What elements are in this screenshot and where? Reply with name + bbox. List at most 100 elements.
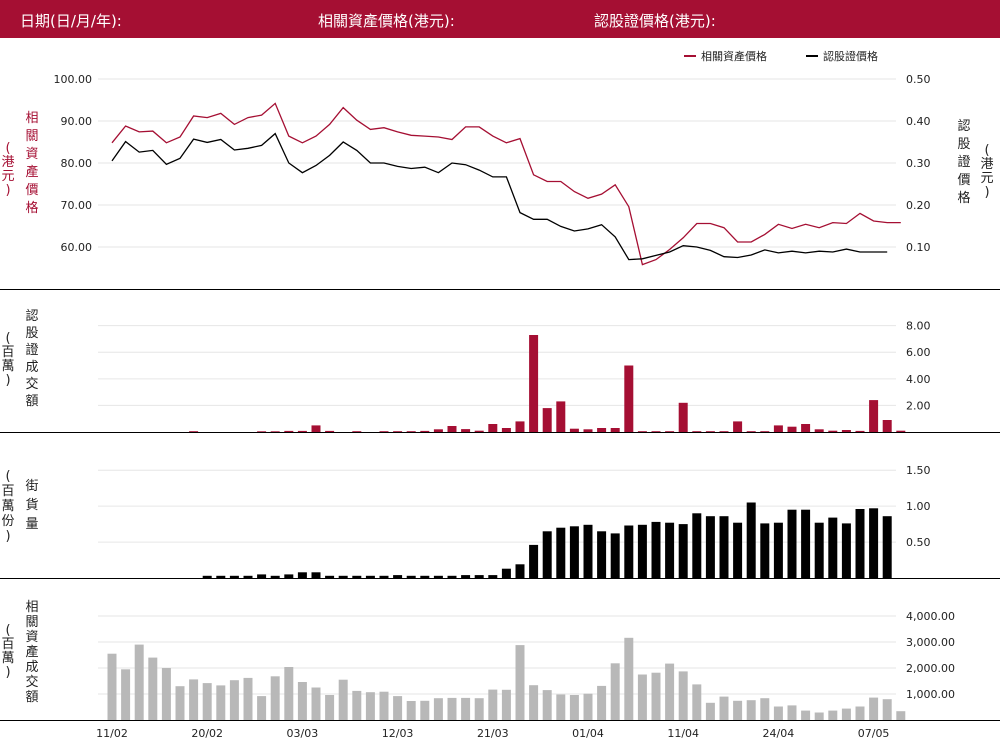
bar-asset-turnover <box>678 671 688 720</box>
bar-asset-turnover <box>665 663 675 720</box>
bar-warrant-turnover <box>379 431 389 432</box>
bar-warrant-turnover <box>896 430 906 432</box>
bar-asset-turnover <box>420 700 430 720</box>
bar-asset-turnover <box>270 676 280 720</box>
bar-warrant-turnover <box>882 420 892 432</box>
bar-asset-turnover <box>393 696 403 720</box>
bar-warrant-turnover <box>692 431 702 432</box>
bar-outstanding-quantity <box>773 522 783 578</box>
axis-unit: 份 <box>1 514 14 529</box>
x-tick-label: 01/04 <box>572 727 604 740</box>
bar-asset-turnover <box>841 708 851 720</box>
bar-outstanding-quantity <box>787 509 797 578</box>
right-tick-label: 0.50 <box>906 73 931 86</box>
bar-warrant-turnover <box>760 431 770 432</box>
bar-warrant-turnover <box>651 431 661 432</box>
bar-asset-turnover <box>325 695 335 720</box>
axis-title: 資 <box>25 630 38 645</box>
left-tick-label: 80.00 <box>61 157 93 170</box>
bar-outstanding-quantity <box>569 526 579 579</box>
axis-title: 關 <box>25 615 38 630</box>
bar-asset-turnover <box>488 689 498 720</box>
bar-warrant-turnover <box>719 431 729 432</box>
bar-asset-turnover <box>284 667 294 720</box>
bar-asset-turnover <box>814 712 824 720</box>
series-line-asset-price <box>111 102 901 266</box>
axis-title: 成 <box>25 660 38 675</box>
bar-asset-turnover <box>692 684 702 720</box>
bar-warrant-turnover <box>637 431 647 432</box>
bar-asset-turnover <box>542 690 552 720</box>
outstanding-quantity-panel: 1.50 1.00 0.50 街貨量 (百萬份) <box>0 464 1000 579</box>
bar-outstanding-quantity <box>637 524 647 578</box>
left-axis-unit: 元 <box>1 169 14 184</box>
bar-warrant-turnover <box>678 402 688 432</box>
bar-outstanding-quantity <box>202 575 212 578</box>
right-tick-label: 0.30 <box>906 157 931 170</box>
bar-outstanding-quantity <box>515 564 525 578</box>
x-tick-label: 11/02 <box>96 727 128 740</box>
bar-outstanding-quantity <box>529 544 539 578</box>
axis-title: 證 <box>25 342 38 358</box>
tick-label: 4,000.00 <box>906 610 955 623</box>
bar-outstanding-quantity <box>651 521 661 578</box>
bar-asset-turnover <box>311 687 321 720</box>
tick-label: 2,000.00 <box>906 662 955 675</box>
right-axis-title: 股 <box>957 137 970 152</box>
bar-warrant-turnover <box>447 426 457 432</box>
left-tick-label: 100.00 <box>54 73 93 86</box>
bar-warrant-turnover <box>297 430 307 432</box>
tick-label: 0.50 <box>906 536 931 549</box>
left-axis-title: 格 <box>25 200 38 216</box>
bar-outstanding-quantity <box>433 575 443 578</box>
axis-unit: ( <box>5 623 10 638</box>
left-axis-unit: ( <box>5 141 10 156</box>
legend-label-asset: 相關資產價格 <box>701 49 767 63</box>
left-tick-label: 90.00 <box>61 115 93 128</box>
axis-unit: 萬 <box>1 499 14 514</box>
bar-warrant-turnover <box>569 428 579 432</box>
tick-label: 1.00 <box>906 500 931 513</box>
warrant-price-label: 認股證價格(港元): <box>594 12 716 30</box>
bar-asset-turnover <box>121 669 131 720</box>
bar-asset-turnover <box>705 702 715 720</box>
tick-label: 1,000.00 <box>906 688 955 701</box>
asset-price-label: 相關資產價格(港元): <box>318 12 455 30</box>
bar-outstanding-quantity <box>311 572 321 579</box>
bar-warrant-turnover <box>461 429 471 432</box>
x-tick-label: 20/02 <box>191 727 223 740</box>
axis-unit: ( <box>5 469 10 484</box>
bar-asset-turnover <box>365 692 375 720</box>
axis-unit: 萬 <box>1 359 14 374</box>
bar-asset-turnover <box>801 710 811 720</box>
axis-unit: 百 <box>1 637 14 652</box>
bar-warrant-turnover <box>814 429 824 432</box>
bar-warrant-turnover <box>542 408 552 432</box>
axis-title: 額 <box>25 394 38 409</box>
bar-asset-turnover <box>597 685 607 720</box>
tick-label: 8.00 <box>906 320 931 333</box>
left-axis-unit: 港 <box>1 155 14 170</box>
right-axis-unit: ( <box>984 143 989 158</box>
bar-warrant-turnover <box>406 431 416 432</box>
x-tick-label: 21/03 <box>477 727 509 740</box>
bar-warrant-turnover <box>841 430 851 432</box>
axis-title: 量 <box>25 517 38 532</box>
bar-asset-turnover <box>529 685 539 720</box>
bar-outstanding-quantity <box>882 516 892 578</box>
bar-outstanding-quantity <box>393 575 403 578</box>
bar-asset-turnover <box>474 698 484 720</box>
right-axis-unit: 港 <box>980 157 993 172</box>
right-axis-title: 格 <box>957 190 970 206</box>
bar-warrant-turnover <box>420 430 430 432</box>
bar-warrant-turnover <box>624 365 634 432</box>
bar-warrant-turnover <box>325 430 335 432</box>
bar-asset-turnover <box>243 677 253 720</box>
axis-title: 交 <box>25 376 38 392</box>
bar-asset-turnover <box>869 697 879 720</box>
bar-asset-turnover <box>719 696 729 720</box>
bar-asset-turnover <box>583 693 593 720</box>
left-axis-unit: ) <box>5 183 10 198</box>
bar-outstanding-quantity <box>488 575 498 578</box>
